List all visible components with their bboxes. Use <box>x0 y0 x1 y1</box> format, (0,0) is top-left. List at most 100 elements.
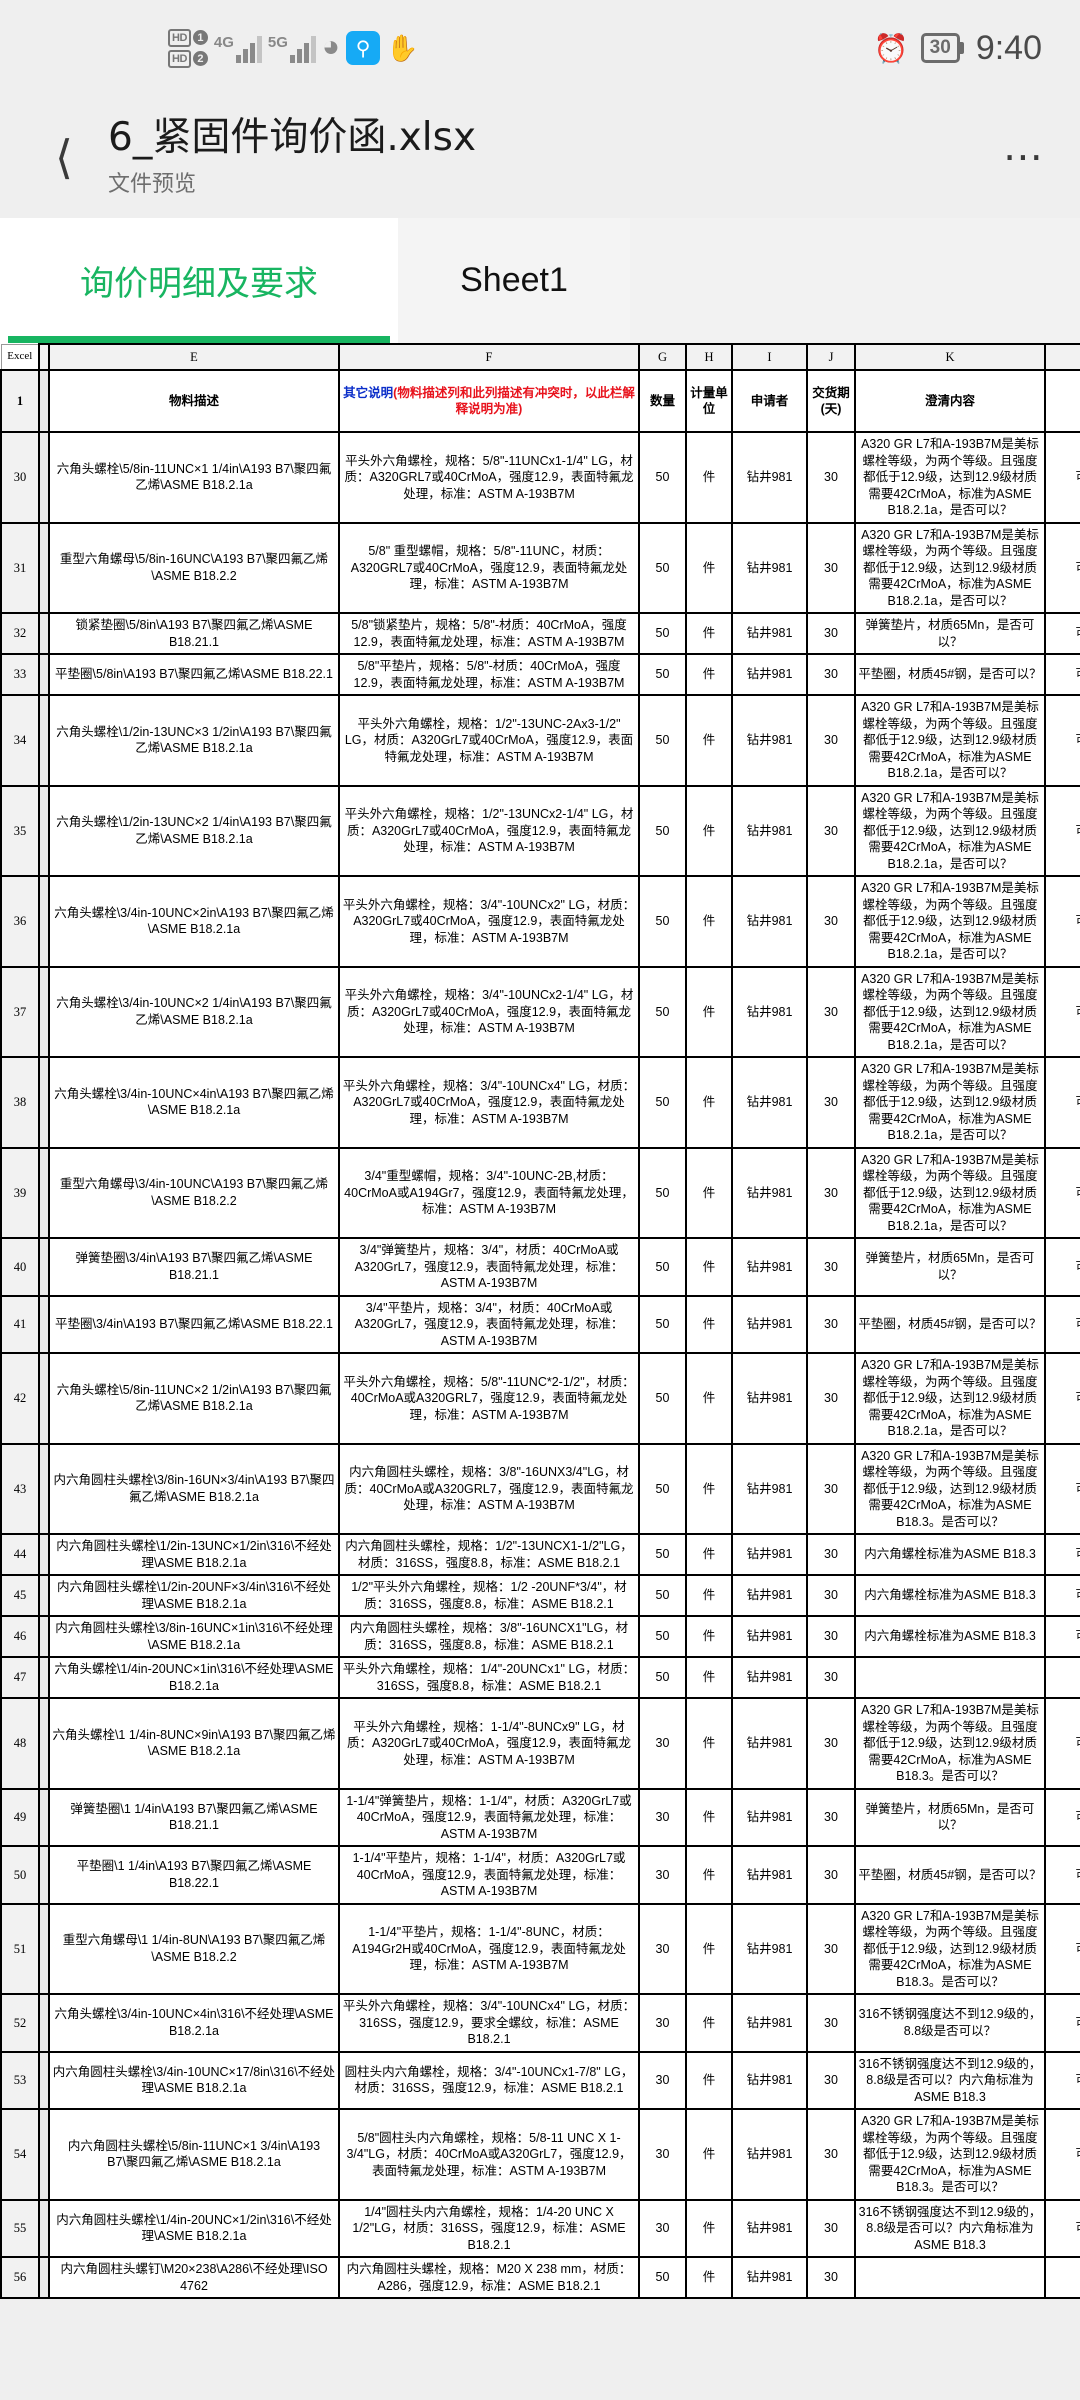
cell-material-desc[interactable]: 六角头螺栓\3/4in-10UNC×4in\316\不经处理\ASME B18.… <box>48 1993 340 2053</box>
cell-unit[interactable]: 件 <box>685 1656 733 1699</box>
cell-other-notes[interactable]: 内六角圆柱头螺栓，规格：M20 X 238 mm，材质：A286，强度12.9，… <box>338 2256 640 2299</box>
table-row[interactable]: 41 平垫圈\3/4in\A193 B7\聚四氟乙烯\ASME B18.22.1 3… <box>0 1294 1080 1354</box>
cell-unit[interactable]: 件 <box>685 2198 733 2258</box>
cell-material-desc[interactable]: 内六角圆柱头螺栓\1/2in-20UNF×3/4in\316\不经处理\ASME… <box>48 1574 340 1617</box>
table-row[interactable]: 54 内六角圆柱头螺栓\5/8in-11UNC×1 3/4in\A193 B7\聚… <box>0 2108 1080 2201</box>
cell-lead-time[interactable]: 30 <box>806 521 856 614</box>
cell-unit[interactable]: 件 <box>685 1697 733 1790</box>
cell-unit[interactable]: 件 <box>685 612 733 655</box>
cell-material-desc[interactable]: 内六角圆柱头螺栓\3/8in-16UN×3/4in\A193 B7\聚四氟乙烯\… <box>48 1442 340 1535</box>
row-number[interactable]: 50 <box>0 1845 40 1905</box>
cell-material-desc[interactable]: 重型六角螺母\5/8in-16UNC\A193 B7\聚四氟乙烯\ASME B1… <box>48 521 340 614</box>
table-row[interactable]: 53 内六角圆柱头螺栓\3/4in-10UNC×17/8in\316\不经处理\A… <box>0 2050 1080 2110</box>
cell-quantity[interactable]: 30 <box>638 2198 687 2258</box>
cell-material-desc[interactable]: 重型六角螺母\1 1/4in-8UN\A193 B7\聚四氟乙烯\ASME B1… <box>48 1902 340 1995</box>
cell-quantity[interactable]: 30 <box>638 1993 687 2053</box>
cell-unit[interactable]: 件 <box>685 1442 733 1535</box>
cell-quantity[interactable]: 50 <box>638 965 687 1058</box>
cell-reply[interactable]: 可以 <box>1044 1533 1080 1576</box>
cell-lead-time[interactable]: 30 <box>806 1056 856 1149</box>
cell-quantity[interactable]: 50 <box>638 2256 687 2299</box>
cell-clarification[interactable]: 弹簧垫片，材质65Mn，是否可以？ <box>854 1237 1046 1297</box>
cell-other-notes[interactable]: 5/8"锁紧垫片，规格：5/8"-材质：40CrMoA，强度12.9，表面特氟龙… <box>338 612 640 655</box>
table-row[interactable]: 56 内六角圆柱头螺钉\M20×238\A286\不经处理\ISO 4762 内六角… <box>0 2256 1080 2299</box>
cell-reply[interactable]: 可以 <box>1044 2198 1080 2258</box>
cell-applicant[interactable]: 钻井981 <box>731 694 808 787</box>
table-row[interactable]: 36 六角头螺栓\3/4in-10UNC×2in\A193 B7\聚四氟乙烯\AS… <box>0 875 1080 968</box>
cell-unit[interactable]: 件 <box>685 431 733 524</box>
row-number[interactable]: 55 <box>0 2198 40 2258</box>
cell-lead-time[interactable]: 30 <box>806 1574 856 1617</box>
cell-other-notes[interactable]: 圆柱头内六角螺栓，规格：3/4"-10UNCx1-7/8" LG，材质：316S… <box>338 2050 640 2110</box>
cell-reply[interactable] <box>1044 1656 1080 1699</box>
cell-other-notes[interactable]: 1/4"圆柱头内六角螺栓，规格：1/4-20 UNC X 1/2"LG，材质：3… <box>338 2198 640 2258</box>
cell-clarification[interactable]: 弹簧垫片，材质65Mn，是否可以？ <box>854 1787 1046 1847</box>
row-number[interactable]: 35 <box>0 784 40 877</box>
cell-quantity[interactable]: 50 <box>638 1574 687 1617</box>
cell-other-notes[interactable]: 3/4"平垫片，规格：3/4"，材质：40CrMoA或A320GrL7，强度12… <box>338 1294 640 1354</box>
cell-reply[interactable]: 可以 <box>1044 1294 1080 1354</box>
cell-unit[interactable]: 件 <box>685 653 733 696</box>
cell-clarification[interactable]: A320 GR L7和A-193B7M是美标螺栓等级，为两个等级。且强度都低于1… <box>854 965 1046 1058</box>
cell-clarification[interactable]: A320 GR L7和A-193B7M是美标螺栓等级，为两个等级。且强度都低于1… <box>854 1056 1046 1149</box>
cell-quantity[interactable]: 30 <box>638 1697 687 1790</box>
cell-clarification[interactable]: 平垫圈，材质45#钢，是否可以？ <box>854 653 1046 696</box>
cell-reply[interactable]: 可以 <box>1044 2050 1080 2110</box>
cell-reply[interactable]: 可以 <box>1044 1146 1080 1239</box>
col-header-J[interactable]: J <box>806 343 856 371</box>
row-number[interactable]: 39 <box>0 1146 40 1239</box>
col-header-E[interactable]: E <box>48 343 340 371</box>
cell-other-notes[interactable]: 内六角圆柱头螺栓，规格：3/8"-16UNCX1"LG，材质：316SS，强度8… <box>338 1615 640 1658</box>
cell-other-notes[interactable]: 平头外六角螺栓，规格：1/4"-20UNCx1" LG，材质：316SS，强度8… <box>338 1656 640 1699</box>
cell-other-notes[interactable]: 1-1/4"平垫片，规格：1-1/4"-8UNC，材质：A194Gr2H或40C… <box>338 1902 640 1995</box>
cell-unit[interactable]: 件 <box>685 965 733 1058</box>
cell-other-notes[interactable]: 3/4"弹簧垫片，规格：3/4"，材质：40CrMoA或A320GrL7，强度1… <box>338 1237 640 1297</box>
row-number[interactable]: 51 <box>0 1902 40 1995</box>
cell-clarification[interactable]: A320 GR L7和A-193B7M是美标螺栓等级，为两个等级。且强度都低于1… <box>854 431 1046 524</box>
cell-applicant[interactable]: 钻井981 <box>731 1294 808 1354</box>
table-row[interactable]: 55 内六角圆柱头螺栓\1/4in-20UNC×1/2in\316\不经处理\AS… <box>0 2198 1080 2258</box>
cell-applicant[interactable]: 钻井981 <box>731 1615 808 1658</box>
cell-applicant[interactable]: 钻井981 <box>731 1056 808 1149</box>
cell-unit[interactable]: 件 <box>685 1294 733 1354</box>
row-number[interactable]: 30 <box>0 431 40 524</box>
cell-material-desc[interactable]: 重型六角螺母\3/4in-10UNC\A193 B7\聚四氟乙烯\ASME B1… <box>48 1146 340 1239</box>
cell-lead-time[interactable]: 30 <box>806 2050 856 2110</box>
cell-clarification[interactable]: A320 GR L7和A-193B7M是美标螺栓等级，为两个等级。且强度都低于1… <box>854 1352 1046 1445</box>
cell-clarification[interactable]: 内六角螺栓标准为ASME B18.3 <box>854 1615 1046 1658</box>
cell-applicant[interactable]: 钻井981 <box>731 612 808 655</box>
cell-quantity[interactable]: 50 <box>638 1237 687 1297</box>
cell-material-desc[interactable]: 平垫圈\3/4in\A193 B7\聚四氟乙烯\ASME B18.22.1 <box>48 1294 340 1354</box>
cell-reply[interactable] <box>1044 2256 1080 2299</box>
cell-clarification[interactable]: A320 GR L7和A-193B7M是美标螺栓等级，为两个等级。且强度都低于1… <box>854 694 1046 787</box>
cell-applicant[interactable]: 钻井981 <box>731 1902 808 1995</box>
cell-quantity[interactable]: 50 <box>638 431 687 524</box>
cell-other-notes[interactable]: 平头外六角螺栓，规格：1-1/4"-8UNCx9" LG，材质：A320GrL7… <box>338 1697 640 1790</box>
spreadsheet-viewport[interactable]: Excel E F G H I J K L 1 物料描述 其它说明(物料描述列和… <box>0 343 1080 2299</box>
cell-clarification[interactable]: A320 GR L7和A-193B7M是美标螺栓等级，为两个等级。且强度都低于1… <box>854 1442 1046 1535</box>
cell-other-notes[interactable]: 5/8"圆柱头内六角螺栓，规格：5/8-11 UNC X 1-3/4"LG，材质… <box>338 2108 640 2201</box>
cell-other-notes[interactable]: 平头外六角螺栓，规格：1/2"-13UNCx2-1/4" LG，材质：A320G… <box>338 784 640 877</box>
cell-material-desc[interactable]: 平垫圈\1 1/4in\A193 B7\聚四氟乙烯\ASME B18.22.1 <box>48 1845 340 1905</box>
cell-material-desc[interactable]: 内六角圆柱头螺栓\1/2in-13UNC×1/2in\316\不经处理\ASME… <box>48 1533 340 1576</box>
cell-quantity[interactable]: 50 <box>638 612 687 655</box>
table-row[interactable]: 51 重型六角螺母\1 1/4in-8UN\A193 B7\聚四氟乙烯\ASME … <box>0 1902 1080 1995</box>
cell-unit[interactable]: 件 <box>685 875 733 968</box>
row-number[interactable]: 41 <box>0 1294 40 1354</box>
cell-unit[interactable]: 件 <box>685 2108 733 2201</box>
cell-clarification[interactable]: 内六角螺栓标准为ASME B18.3 <box>854 1574 1046 1617</box>
cell-quantity[interactable]: 50 <box>638 1294 687 1354</box>
cell-other-notes[interactable]: 平头外六角螺栓，规格：1/2"-13UNC-2Ax3-1/2" LG，材质：A3… <box>338 694 640 787</box>
cell-material-desc[interactable]: 内六角圆柱头螺栓\3/4in-10UNC×17/8in\316\不经处理\ASM… <box>48 2050 340 2110</box>
cell-quantity[interactable]: 50 <box>638 521 687 614</box>
cell-clarification[interactable]: 弹簧垫片，材质65Mn，是否可以？ <box>854 612 1046 655</box>
cell-applicant[interactable]: 钻井981 <box>731 1146 808 1239</box>
cell-lead-time[interactable]: 30 <box>806 1697 856 1790</box>
cell-other-notes[interactable]: 5/8"平垫片，规格：5/8"-材质：40CrMoA，强度12.9，表面特氟龙处… <box>338 653 640 696</box>
cell-lead-time[interactable]: 30 <box>806 1237 856 1297</box>
cell-other-notes[interactable]: 平头外六角螺栓，规格：3/4"-10UNCx4" LG，材质：A320GrL7或… <box>338 1056 640 1149</box>
cell-quantity[interactable]: 50 <box>638 1615 687 1658</box>
cell-quantity[interactable]: 30 <box>638 1787 687 1847</box>
cell-applicant[interactable]: 钻井981 <box>731 2256 808 2299</box>
cell-applicant[interactable]: 钻井981 <box>731 1533 808 1576</box>
